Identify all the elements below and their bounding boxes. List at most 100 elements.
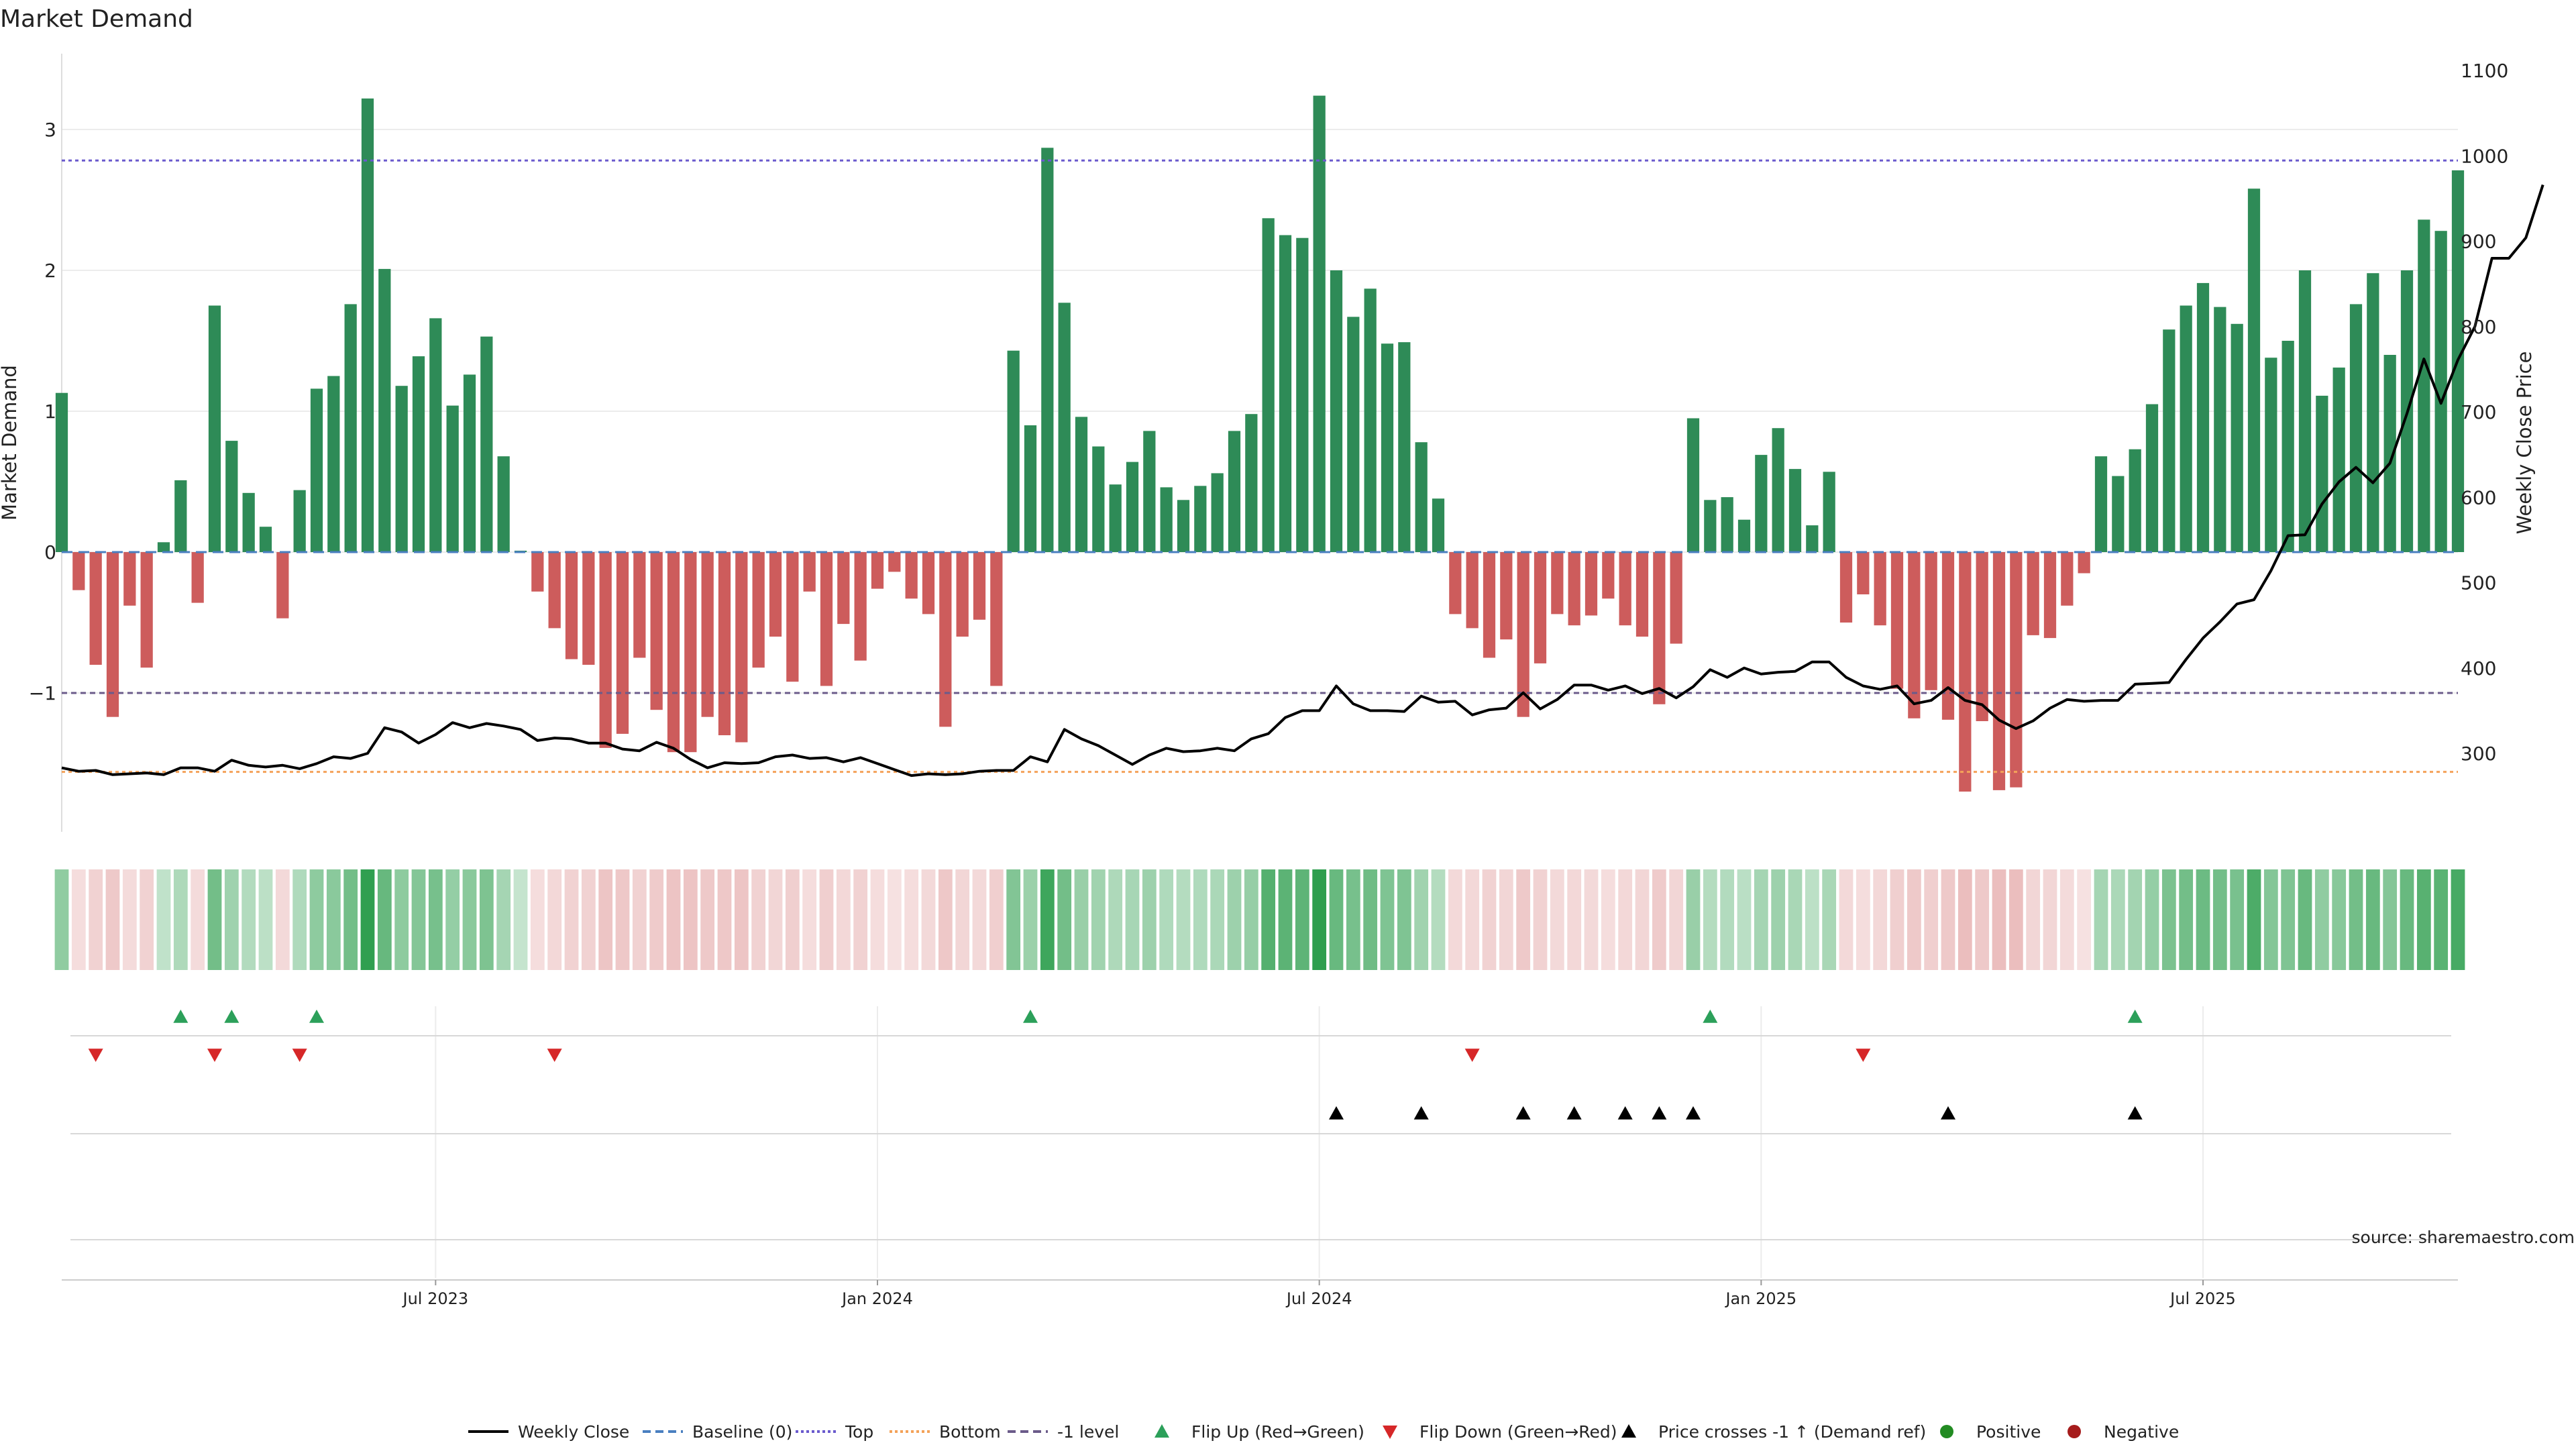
heatmap-cell: [768, 869, 783, 970]
heatmap-cell: [462, 869, 477, 970]
heatmap-cell: [1941, 869, 1955, 970]
demand-bar: [2418, 219, 2430, 552]
demand-bar: [395, 386, 408, 552]
y2-tick-label: 800: [2461, 316, 2496, 338]
heatmap-cell: [2026, 869, 2041, 970]
demand-bar: [1262, 218, 1275, 552]
heatmap-cell: [2161, 869, 2176, 970]
heatmap-cell: [1601, 869, 1615, 970]
price-cross-marker: [1686, 1106, 1701, 1120]
heatmap-cell: [1261, 869, 1276, 970]
heatmap-cell: [2281, 869, 2296, 970]
demand-bar: [327, 376, 340, 552]
demand-bar: [1585, 552, 1598, 616]
demand-bar: [361, 98, 374, 553]
flip-up-marker: [173, 1010, 189, 1023]
legend-label: Flip Up (Red→Green): [1191, 1422, 1364, 1442]
x-tick-label: Jan 2024: [841, 1289, 913, 1308]
demand-bar: [1890, 552, 1904, 689]
demand-bar: [1857, 552, 1870, 594]
demand-bar: [1959, 552, 1972, 792]
heatmap-cell: [1652, 869, 1666, 970]
heatmap-cell: [1890, 869, 1904, 970]
heatmap-cell: [1975, 869, 1990, 970]
heatmap-cell: [1533, 869, 1548, 970]
heatmap-cell: [1635, 869, 1650, 970]
legend-label: Flip Down (Green→Red): [1419, 1422, 1617, 1442]
demand-bar: [786, 552, 799, 682]
y-tick-label: −1: [29, 682, 56, 704]
price-cross-marker: [1941, 1106, 1955, 1120]
demand-bar: [463, 374, 476, 552]
source-note: source: sharemaestro.com: [2352, 1228, 2575, 1247]
demand-bar: [1466, 552, 1479, 629]
demand-bar: [208, 305, 221, 552]
weekly-close-line: [61, 184, 2544, 777]
demand-bar: [310, 388, 323, 552]
demand-bar: [956, 552, 969, 637]
heatmap-cell: [1584, 869, 1599, 970]
demand-bar: [548, 552, 561, 629]
flip-down-marker: [207, 1049, 222, 1062]
demand-bar: [1194, 486, 1207, 552]
legend-swatch: [1940, 1425, 1953, 1438]
legend-label: Bottom: [939, 1422, 1001, 1442]
demand-bar: [2078, 552, 2090, 574]
heatmap-cell: [1907, 869, 1921, 970]
legend-label: Weekly Close: [518, 1422, 629, 1442]
demand-bar: [276, 552, 289, 619]
heatmap-cell: [496, 869, 511, 970]
demand-bar: [2367, 273, 2379, 552]
demand-bar: [1041, 148, 1054, 553]
heatmap-cell: [2298, 869, 2312, 970]
demand-bar: [1330, 270, 1343, 552]
demand-bar: [378, 268, 391, 552]
demand-bar: [1109, 484, 1122, 552]
demand-bar: [2163, 329, 2176, 552]
heatmap-cell: [921, 869, 936, 970]
demand-bar: [1143, 431, 1156, 552]
demand-bar: [2265, 358, 2277, 552]
heatmap-cell: [411, 869, 426, 970]
demand-bar: [1737, 519, 1751, 552]
heatmap-cell: [140, 869, 154, 970]
demand-bar: [1704, 500, 1717, 552]
heatmap-cell: [547, 869, 562, 970]
demand-bar: [1245, 414, 1258, 552]
demand-bar: [1075, 417, 1088, 552]
demand-bar: [2282, 341, 2294, 552]
heatmap-cell: [1108, 869, 1123, 970]
heatmap-cell: [1142, 869, 1157, 970]
heatmap-cell: [1295, 869, 1309, 970]
heatmap-cell: [1006, 869, 1021, 970]
y2-tick-label: 300: [2461, 743, 2496, 765]
demand-bar: [1398, 342, 1411, 552]
heatmap-cell: [1193, 869, 1208, 970]
heatmap-cell: [513, 869, 528, 970]
heatmap-cell: [54, 869, 69, 970]
x-tick-label: Jan 2025: [1724, 1289, 1796, 1308]
heatmap-cell: [2332, 869, 2347, 970]
flip-up-marker: [1703, 1010, 1718, 1023]
heatmap-cell: [1873, 869, 1888, 970]
legend-swatch: [1383, 1426, 1397, 1439]
heatmap-cell: [191, 869, 205, 970]
demand-bar: [1313, 95, 1326, 553]
heatmap-cell: [2094, 869, 2108, 970]
demand-bar: [854, 552, 867, 661]
heatmap-cell: [1448, 869, 1462, 970]
demand-bar: [752, 552, 765, 668]
heatmap-cell: [666, 869, 681, 970]
demand-bar: [1635, 552, 1649, 637]
demand-bar: [2145, 404, 2159, 552]
heatmap-cell: [2247, 869, 2261, 970]
demand-bar: [89, 552, 102, 665]
heatmap-cell: [717, 869, 732, 970]
legend-swatch: [2068, 1425, 2081, 1438]
heatmap-cell: [1703, 869, 1717, 970]
demand-bar: [667, 552, 680, 753]
heatmap-cell: [1924, 869, 1939, 970]
heatmap-cell: [700, 869, 715, 970]
heatmap-cell: [2128, 869, 2143, 970]
legend-label: Top: [845, 1422, 873, 1442]
